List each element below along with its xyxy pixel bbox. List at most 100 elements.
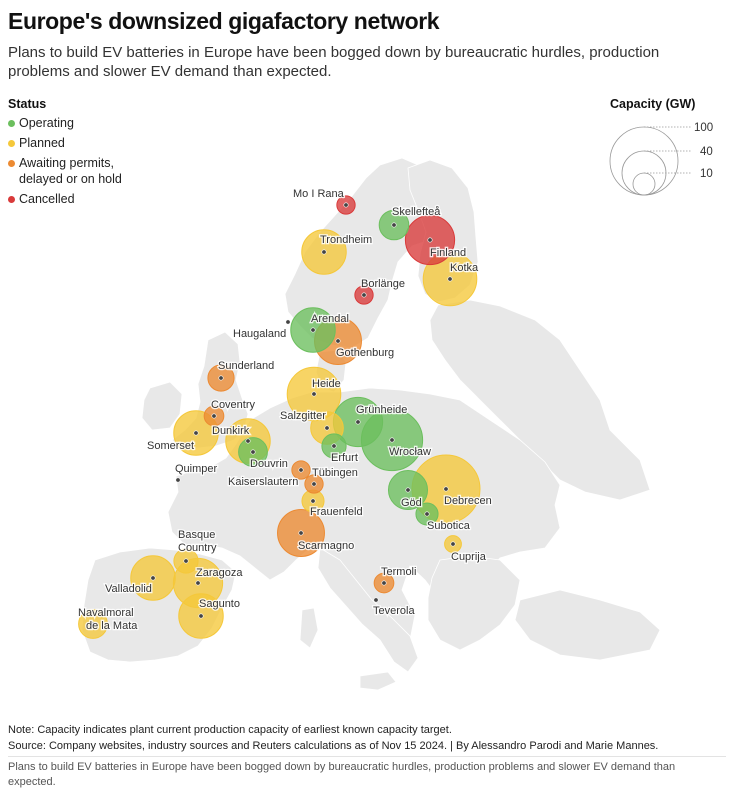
site-label-subotica: Subotica xyxy=(427,520,471,532)
site-dot-sagunto xyxy=(198,613,204,619)
site-label-t-bingen: Tübingen xyxy=(312,467,358,479)
site-dot-dunkirk xyxy=(245,438,251,444)
site-label-navalmoral-de-la-mata: Navalmoral de la Mata xyxy=(78,607,138,632)
awaiting-dot-icon xyxy=(8,160,15,167)
site-label-cuprija: Cuprija xyxy=(451,551,487,563)
site-dot-t-bingen xyxy=(298,467,304,473)
site-dot-subotica xyxy=(424,511,430,517)
site-dot-zaragoza xyxy=(195,580,201,586)
land-italy xyxy=(317,547,419,673)
site-dot-kotka xyxy=(447,276,453,282)
site-dot-skellefte- xyxy=(391,222,397,228)
legend-item-awaiting: Awaiting permits, delayed or on hold xyxy=(8,155,122,187)
land-balkans xyxy=(427,555,521,651)
site-label-debrecen: Debrecen xyxy=(444,495,492,507)
site-label-valladolid: Valladolid xyxy=(105,583,152,595)
site-label-kaiserslautern: Kaiserslautern xyxy=(228,476,298,488)
site-label-dunkirk: Dunkirk xyxy=(212,425,250,437)
site-label-teverola: Teverola xyxy=(373,605,415,617)
site-label-gothenburg: Gothenburg xyxy=(336,347,394,359)
chart-title: Europe's downsized gigafactory network xyxy=(8,8,440,34)
site-label-salzgitter: Salzgitter xyxy=(280,410,326,422)
site-dot-teverola xyxy=(373,597,379,603)
site-label-wroc-aw: Wrocław xyxy=(389,446,431,458)
land-layer xyxy=(81,157,661,691)
site-dot-basque-country xyxy=(183,558,189,564)
land-ireland xyxy=(141,381,183,431)
capacity-legend-title: Capacity (GW) xyxy=(610,97,696,111)
site-label-quimper: Quimper xyxy=(175,463,218,475)
legend-value-40: 40 xyxy=(700,146,713,158)
capacity-legend-circles: 100 40 10 xyxy=(609,122,713,196)
site-label-coventry: Coventry xyxy=(211,399,256,411)
site-label-g-d: Göd xyxy=(401,497,422,509)
footer-divider xyxy=(8,756,726,757)
site-dot-termoli xyxy=(381,580,387,586)
site-label-termoli: Termoli xyxy=(381,566,416,578)
legend-item-cancelled: Cancelled xyxy=(8,191,122,207)
map-area: Mo I Rana Skellefteå Trondheim Finland Kotka… xyxy=(0,90,734,710)
legend-circle-100 xyxy=(609,126,679,196)
land-sicily xyxy=(359,671,397,691)
site-dot-kaiserslautern xyxy=(311,481,317,487)
land-great-britain xyxy=(171,331,249,449)
land-turkey xyxy=(514,589,661,661)
operating-dot-icon xyxy=(8,120,15,127)
europe-map: Mo I Rana Skellefteå Trondheim Finland Kotka… xyxy=(77,157,661,691)
legend-label-planned: Planned xyxy=(19,136,65,150)
land-baltics xyxy=(429,299,651,501)
legend-value-100: 100 xyxy=(694,122,713,134)
site-dot-scarmagno xyxy=(298,530,304,536)
status-legend-title: Status xyxy=(8,97,47,111)
site-dot-borl-nge xyxy=(361,292,367,298)
planned-dot-icon xyxy=(8,140,15,147)
site-dot-trondheim xyxy=(321,249,327,255)
site-label-finland: Finland xyxy=(430,247,466,259)
legend-label-awaiting-line1: Awaiting permits, xyxy=(19,156,114,170)
legend-circle-10 xyxy=(632,172,656,196)
site-label-douvrin: Douvrin xyxy=(250,458,288,470)
site-dot-salzgitter xyxy=(324,425,330,431)
caption-text: Plans to build EV batteries in Europe ha… xyxy=(8,761,676,788)
site-dot-debrecen xyxy=(443,486,449,492)
site-label-haugaland: Haugaland xyxy=(233,328,286,340)
site-dot-navalmoral-de-la-mata xyxy=(90,621,96,627)
site-dot-gr-nheide xyxy=(355,419,361,425)
site-label-gr-nheide: Grünheide xyxy=(356,404,407,416)
legend-label-operating: Operating xyxy=(19,116,74,130)
site-label-skellefte-: Skellefteå xyxy=(392,206,441,218)
sites-layer: Mo I Rana Skellefteå Trondheim Finland Kotka… xyxy=(77,187,493,639)
site-label-trondheim: Trondheim xyxy=(320,234,372,246)
site-label-frauenfeld: Frauenfeld xyxy=(310,506,363,518)
site-label-scarmagno: Scarmagno xyxy=(298,540,354,552)
legend-item-operating: Operating xyxy=(8,115,122,131)
legend-label-cancelled: Cancelled xyxy=(19,192,75,206)
site-label-kotka: Kotka xyxy=(450,262,479,274)
land-sardinia xyxy=(299,607,319,649)
site-dot-mo-i-rana xyxy=(343,202,349,208)
capacity-legend: Capacity (GW) 100 40 10 xyxy=(604,97,729,197)
legend-value-10: 10 xyxy=(700,168,713,180)
note-text: Note: Capacity indicates plant current p… xyxy=(8,724,452,736)
site-dot-cuprija xyxy=(450,541,456,547)
site-label-heide: Heide xyxy=(312,378,341,390)
site-label-zaragoza: Zaragoza xyxy=(196,567,243,579)
site-dot-erfurt xyxy=(331,443,337,449)
site-dot-somerset xyxy=(193,430,199,436)
site-dot-douvrin xyxy=(250,449,256,455)
site-label-arendal: Arendal xyxy=(311,313,349,325)
site-label-somerset: Somerset xyxy=(147,440,194,452)
site-dot-frauenfeld xyxy=(310,498,316,504)
source-text: Source: Company websites, industry sourc… xyxy=(8,740,659,752)
site-dot-sunderland xyxy=(218,375,224,381)
site-dot-wroc-aw xyxy=(389,437,395,443)
chart-subtitle: Plans to build EV batteries in Europe ha… xyxy=(8,44,660,80)
site-label-basque-country: Basque Country xyxy=(178,529,217,554)
site-dot-heide xyxy=(311,391,317,397)
site-dot-quimper xyxy=(175,477,181,483)
site-dot-arendal xyxy=(310,327,316,333)
site-dot-valladolid xyxy=(150,575,156,581)
site-dot-gothenburg xyxy=(335,338,341,344)
status-legend: Status Operating Planned Awaiting permit… xyxy=(8,97,122,211)
site-dot-haugaland xyxy=(285,319,291,325)
